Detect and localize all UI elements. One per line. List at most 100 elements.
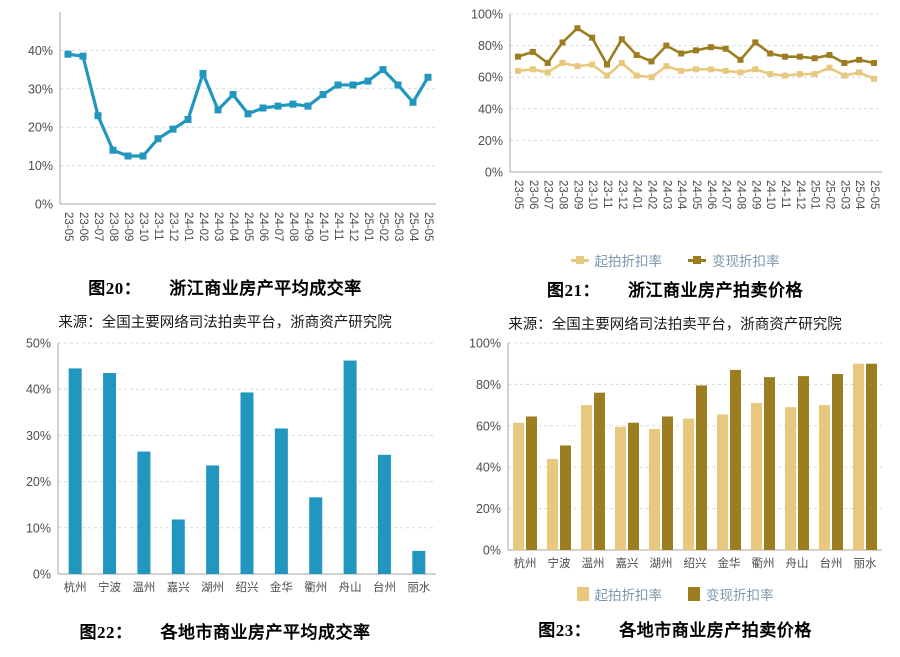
data-point-marker: [184, 116, 192, 124]
data-point-marker: [782, 72, 788, 79]
data-point-marker: [826, 52, 833, 59]
data-point-marker: [752, 66, 759, 73]
svg-text:60%: 60%: [478, 71, 503, 85]
svg-text:30%: 30%: [28, 82, 53, 96]
svg-text:23-05: 23-05: [512, 180, 524, 209]
data-point-marker: [274, 102, 282, 110]
data-point-marker: [64, 50, 72, 58]
bar: [628, 422, 639, 550]
svg-text:24-09: 24-09: [749, 180, 761, 209]
data-point-marker: [633, 52, 640, 59]
svg-text:24-04: 24-04: [675, 180, 687, 210]
data-point-marker: [559, 59, 566, 66]
data-point-marker: [663, 42, 670, 49]
svg-text:23-05: 23-05: [62, 212, 74, 241]
svg-text:24-02: 24-02: [646, 180, 658, 209]
fig23-caption-text: 各地市商业房产拍卖价格: [619, 621, 812, 640]
svg-text:24-04: 24-04: [227, 212, 239, 242]
fig23-caption-label: 图23：: [538, 621, 592, 640]
svg-text:湖州: 湖州: [650, 556, 673, 570]
svg-text:24-01: 24-01: [182, 212, 194, 241]
svg-text:23-11: 23-11: [152, 212, 164, 241]
svg-text:舟山: 舟山: [339, 580, 362, 594]
svg-text:0%: 0%: [33, 568, 51, 582]
panel-fig23: 0% 20% 40% 60% 80% 100% 杭州 宁波 温州 嘉兴 湖州 绍兴 金华 衢州 舟山 台州 丽水…: [450, 334, 900, 653]
svg-text:10%: 10%: [28, 159, 53, 173]
data-point-marker: [574, 63, 581, 70]
bar: [581, 405, 592, 550]
svg-text:24-02: 24-02: [197, 212, 209, 241]
data-point-marker: [589, 61, 596, 68]
data-point-marker: [722, 45, 729, 52]
data-point-marker: [796, 53, 803, 60]
fig23-legend: 起拍折扣率 变现折扣率: [576, 584, 774, 604]
svg-text:24-06: 24-06: [257, 212, 269, 241]
data-point-marker: [154, 135, 162, 143]
bar: [853, 363, 864, 550]
svg-text:24-06: 24-06: [705, 180, 717, 209]
fig23-caption: 图23： 各地市商业房产拍卖价格: [538, 616, 812, 641]
bianxian-bar-swatch-icon: [688, 587, 700, 601]
svg-text:25-05: 25-05: [422, 212, 434, 241]
svg-text:24-08: 24-08: [287, 212, 299, 241]
data-point-marker: [782, 53, 788, 60]
data-point-marker: [289, 100, 297, 108]
svg-text:24-07: 24-07: [272, 212, 284, 241]
bar: [764, 377, 775, 550]
svg-text:23-07: 23-07: [92, 212, 104, 241]
data-point-marker: [409, 98, 417, 106]
svg-text:丽水: 丽水: [854, 557, 877, 570]
fig21-caption: 图21： 浙江商业房产拍卖价格: [547, 276, 803, 301]
data-point-marker: [796, 71, 803, 78]
line-series-起拍折扣率: [515, 59, 877, 82]
panel-fig21: 0% 20% 40% 60% 80% 100% 23-05 23-06 23-07 23-08 23…: [450, 0, 900, 334]
fig23-legend-item-qipai: 起拍折扣率: [576, 584, 662, 604]
svg-text:24-01: 24-01: [631, 180, 643, 209]
svg-text:25-04: 25-04: [407, 212, 419, 242]
bar: [662, 416, 673, 550]
data-point-marker: [364, 77, 372, 85]
svg-text:25-03: 25-03: [838, 180, 850, 209]
svg-text:24-12: 24-12: [347, 212, 359, 241]
svg-text:20%: 20%: [478, 134, 503, 148]
data-point-marker: [722, 67, 729, 74]
svg-text:25-01: 25-01: [362, 212, 374, 241]
data-point-marker: [515, 67, 521, 74]
svg-text:10%: 10%: [26, 521, 51, 535]
svg-text:25-05: 25-05: [868, 180, 880, 209]
svg-text:40%: 40%: [28, 44, 53, 58]
bar: [785, 407, 796, 550]
data-point-marker: [94, 112, 102, 120]
fig20-source: 来源：全国主要网络司法拍卖平台，浙商资产研究院: [58, 315, 392, 331]
svg-text:24-08: 24-08: [735, 180, 747, 209]
data-point-marker: [124, 152, 132, 160]
fig20-caption-label: 图20：: [88, 279, 142, 298]
fig22-caption-text: 各地市商业房产平均成交率: [160, 623, 371, 642]
bar: [832, 374, 843, 550]
bar: [309, 497, 323, 574]
svg-text:24-03: 24-03: [660, 180, 672, 209]
svg-text:台州: 台州: [820, 556, 843, 570]
data-point-marker: [424, 73, 432, 81]
data-point-marker: [199, 69, 207, 77]
data-point-marker: [139, 152, 147, 160]
svg-text:80%: 80%: [476, 378, 501, 392]
svg-text:嘉兴: 嘉兴: [167, 581, 190, 594]
bar: [560, 445, 571, 550]
data-point-marker: [663, 63, 670, 70]
fig21-legend-item-qipai: 起拍折扣率: [570, 250, 662, 270]
data-point-marker: [529, 48, 536, 55]
bar-series-变现折扣率: [526, 363, 877, 550]
bar: [798, 376, 809, 550]
data-point-marker: [811, 71, 818, 78]
data-point-marker: [871, 59, 877, 66]
svg-text:0%: 0%: [485, 166, 503, 180]
data-point-marker: [394, 81, 402, 89]
bar: [103, 373, 117, 574]
svg-text:25-01: 25-01: [809, 180, 821, 209]
svg-text:24-10: 24-10: [764, 180, 776, 209]
svg-text:40%: 40%: [26, 383, 51, 397]
bar: [594, 392, 605, 550]
fig20-caption-text: 浙江商业房产平均成交率: [169, 279, 362, 298]
